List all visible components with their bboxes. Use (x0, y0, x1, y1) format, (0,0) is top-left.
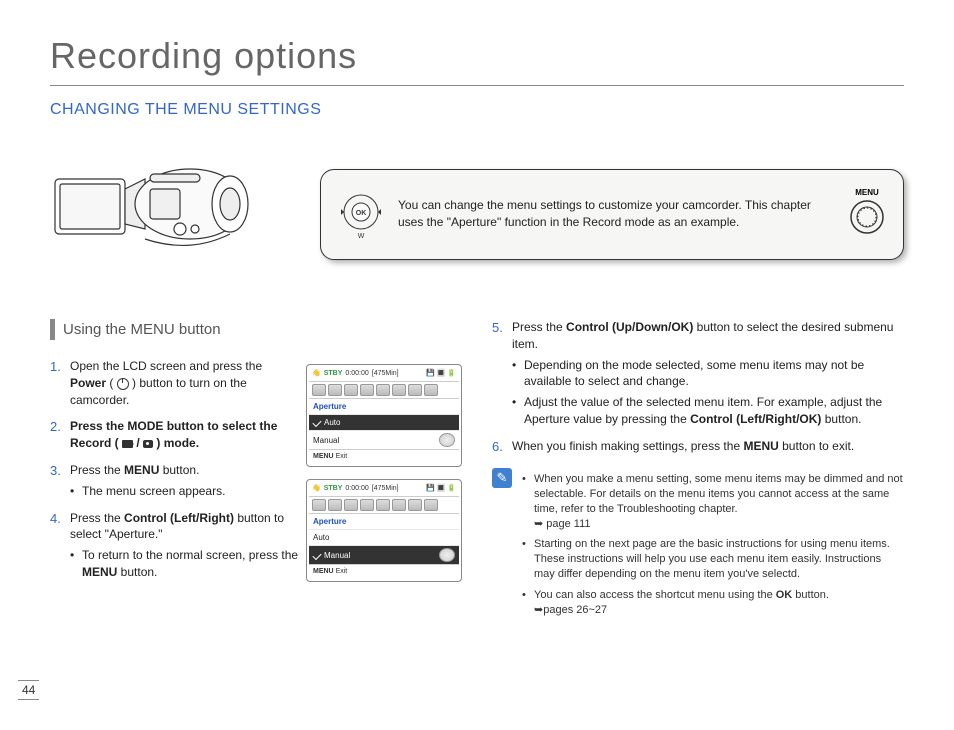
note-bullet: When you make a menu setting, some menu … (522, 472, 904, 531)
lcd-row-auto-2: Auto (309, 529, 459, 545)
step-body: Press the Control (Left/Right) button to… (70, 510, 300, 581)
menu-label: MENU (849, 188, 885, 197)
step-number: 1. (50, 358, 64, 408)
lcd-footer: MENU Exit (309, 449, 459, 464)
lcd-tab-row-2 (309, 497, 459, 514)
content-columns: Using the MENU button 1.Open the LCD scr… (50, 319, 904, 624)
page-number: 44 (18, 680, 39, 700)
page-title: Recording options (50, 35, 904, 86)
lcd-footer-2: MENU Exit (309, 564, 459, 579)
lcd-row-auto: Auto (309, 414, 459, 430)
note-icon: ✎ (492, 468, 512, 488)
step-bullet: Depending on the mode selected, some men… (512, 357, 904, 391)
hand-icon (439, 433, 455, 447)
stby-label-2: STBY (324, 484, 343, 494)
hand-icon-2 (439, 548, 455, 562)
step: 2.Press the MODE button to select the Re… (50, 418, 300, 452)
lcd-menu-title-2: Aperture (309, 514, 459, 529)
subheading-block: Using the MENU button (50, 319, 462, 340)
subheading: Using the MENU button (63, 321, 221, 338)
step-body: Press the MENU button.The menu screen ap… (70, 462, 300, 500)
camcorder-illustration (50, 144, 280, 284)
step-body: When you finish making settings, press t… (512, 438, 904, 456)
right-column: 5.Press the Control (Up/Down/OK) button … (492, 319, 904, 624)
left-column: Using the MENU button 1.Open the LCD scr… (50, 319, 462, 624)
section-heading: CHANGING THE MENU SETTINGS (50, 101, 904, 119)
top-illustration-row: OK W You can change the menu settings to… (50, 144, 904, 284)
lcd-preview-1: 👋 STBY 0:00:00 [475Min] 💾 🔳 🔋 Aperture A… (306, 364, 462, 467)
svg-text:W: W (358, 233, 365, 240)
video-mode-icon (122, 440, 133, 448)
step: 4.Press the Control (Left/Right) button … (50, 510, 300, 581)
ok-center: OK (356, 210, 367, 217)
manual-page: Recording options CHANGING THE MENU SETT… (0, 0, 954, 730)
right-steps: 5.Press the Control (Up/Down/OK) button … (492, 319, 904, 456)
stby-label: STBY (324, 369, 343, 379)
step-number: 6. (492, 438, 506, 456)
lcd-menu-title: Aperture (309, 399, 459, 414)
step-bullet: Adjust the value of the selected menu it… (512, 394, 904, 428)
menu-dial: MENU (849, 188, 885, 240)
step-bullet: To return to the normal screen, press th… (70, 547, 300, 581)
note-body: When you make a menu setting, some menu … (522, 468, 904, 624)
photo-mode-icon (143, 440, 153, 448)
left-steps: 1.Open the LCD screen and press the Powe… (50, 358, 300, 581)
step-number: 3. (50, 462, 64, 500)
lcd-preview-2: 👋 STBY 0:00:00 [475Min] 💾 🔳 🔋 Aperture A… (306, 479, 462, 582)
lcd-row-manual-2: Manual (309, 545, 459, 564)
note-box: ✎ When you make a menu setting, some men… (492, 468, 904, 624)
step-body: Open the LCD screen and press the Power … (70, 358, 300, 408)
lcd-tab-row (309, 382, 459, 399)
power-icon (117, 378, 129, 390)
lcd-time: 0:00:00 (345, 369, 368, 379)
step: 3.Press the MENU button.The menu screen … (50, 462, 300, 500)
lcd-remain: [475Min] (372, 369, 399, 379)
step: 1.Open the LCD screen and press the Powe… (50, 358, 300, 408)
step: 6. When you finish making settings, press… (492, 438, 904, 456)
step-bullet: The menu screen appears. (70, 483, 300, 500)
step-number: 5. (492, 319, 506, 428)
step: 5.Press the Control (Up/Down/OK) button … (492, 319, 904, 428)
note-bullet: Starting on the next page are the basic … (522, 537, 904, 582)
lcd-row-manual: Manual (309, 430, 459, 449)
step-body: Press the Control (Up/Down/OK) button to… (512, 319, 904, 428)
ok-dial-icon: OK W (339, 184, 383, 245)
step-number: 4. (50, 510, 64, 581)
callout-text: You can change the menu settings to cust… (398, 197, 834, 231)
info-callout: OK W You can change the menu settings to… (320, 169, 904, 260)
step-number: 2. (50, 418, 64, 452)
step-body: Press the MODE button to select the Reco… (70, 418, 300, 452)
note-bullet: You can also access the shortcut menu us… (522, 588, 904, 618)
